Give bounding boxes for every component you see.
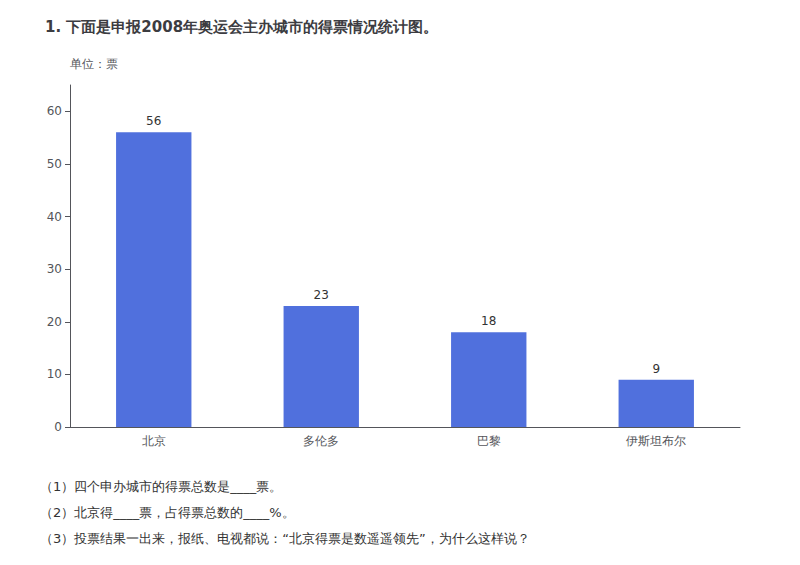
svg-text:30: 30 bbox=[47, 262, 62, 276]
svg-text:北京: 北京 bbox=[142, 434, 166, 448]
svg-text:（3）投票结果一出来，报纸、电视都说：“北京得票是数遥遥领先: （3）投票结果一出来，报纸、电视都说：“北京得票是数遥遥领先”，为什么这样说？ bbox=[40, 531, 530, 546]
svg-text:20: 20 bbox=[47, 315, 62, 329]
svg-text:多伦多: 多伦多 bbox=[303, 434, 339, 448]
svg-text:40: 40 bbox=[47, 210, 62, 224]
svg-text:1. 下面是申报2008年奥运会主办城市的得票情况统计图。: 1. 下面是申报2008年奥运会主办城市的得票情况统计图。 bbox=[45, 18, 438, 36]
svg-text:60: 60 bbox=[47, 104, 62, 118]
svg-text:18: 18 bbox=[481, 314, 496, 328]
svg-text:56: 56 bbox=[146, 114, 161, 128]
svg-text:10: 10 bbox=[47, 367, 62, 381]
svg-text:0: 0 bbox=[54, 420, 62, 434]
svg-text:（1）四个申办城市的得票总数是____票。: （1）四个申办城市的得票总数是____票。 bbox=[40, 479, 282, 494]
svg-text:伊斯坦布尔: 伊斯坦布尔 bbox=[626, 434, 686, 448]
svg-text:9: 9 bbox=[652, 362, 660, 376]
svg-text:巴黎: 巴黎 bbox=[477, 434, 501, 448]
svg-text:50: 50 bbox=[47, 157, 62, 171]
svg-text:23: 23 bbox=[314, 288, 329, 302]
svg-text:（2）北京得____票，占得票总数的____%。: （2）北京得____票，占得票总数的____%。 bbox=[40, 505, 295, 520]
svg-text:单位：票: 单位：票 bbox=[70, 57, 118, 71]
